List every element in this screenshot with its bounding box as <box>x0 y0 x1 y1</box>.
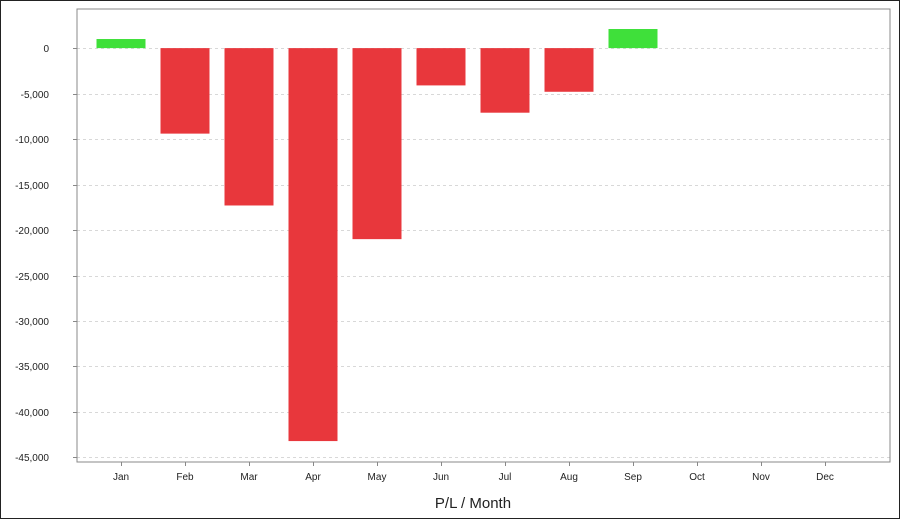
x-tick-label-apr: Apr <box>305 472 321 483</box>
y-tick-label: -45,000 <box>15 453 49 464</box>
bar-mar <box>224 48 274 206</box>
plot-area-border <box>76 8 891 463</box>
x-tick-label-may: May <box>368 472 387 483</box>
x-tick-label-jul: Jul <box>499 472 512 483</box>
bar-jan <box>96 39 146 49</box>
bars <box>96 29 658 442</box>
x-tick-label-mar: Mar <box>240 472 258 483</box>
y-tick-label: -25,000 <box>15 272 49 283</box>
bar-aug <box>544 48 594 92</box>
bar-jul <box>480 48 530 113</box>
y-tick-label: -40,000 <box>15 408 49 419</box>
y-axis-ticks: 0 -5,000 -10,000 -15,000 -20,000 -25,000 -30,0… <box>15 44 77 464</box>
bar-jun <box>416 48 466 86</box>
x-axis-ticks: Jan Feb Mar Apr May Jun Jul Aug Sep Oct Nov Dec <box>113 462 834 483</box>
y-tick-label: -10,000 <box>15 135 49 146</box>
x-tick-label-nov: Nov <box>752 472 770 483</box>
y-tick-label: -35,000 <box>15 362 49 373</box>
y-tick-label: -30,000 <box>15 317 49 328</box>
x-tick-label-sep: Sep <box>624 472 642 483</box>
bar-may <box>352 48 402 240</box>
y-tick-label: -5,000 <box>21 90 50 101</box>
x-axis-title: P/L / Month <box>435 495 511 512</box>
bar-feb <box>160 48 210 134</box>
x-tick-label-jun: Jun <box>433 472 449 483</box>
x-tick-label-dec: Dec <box>816 472 834 483</box>
bar-apr <box>288 48 338 442</box>
y-tick-label: -15,000 <box>15 181 49 192</box>
bar-sep <box>608 29 658 49</box>
y-tick-label: 0 <box>43 44 49 55</box>
x-tick-label-jan: Jan <box>113 472 129 483</box>
y-tick-label: -20,000 <box>15 226 49 237</box>
x-tick-label-oct: Oct <box>689 472 705 483</box>
x-tick-label-aug: Aug <box>560 472 578 483</box>
x-tick-label-feb: Feb <box>176 472 194 483</box>
